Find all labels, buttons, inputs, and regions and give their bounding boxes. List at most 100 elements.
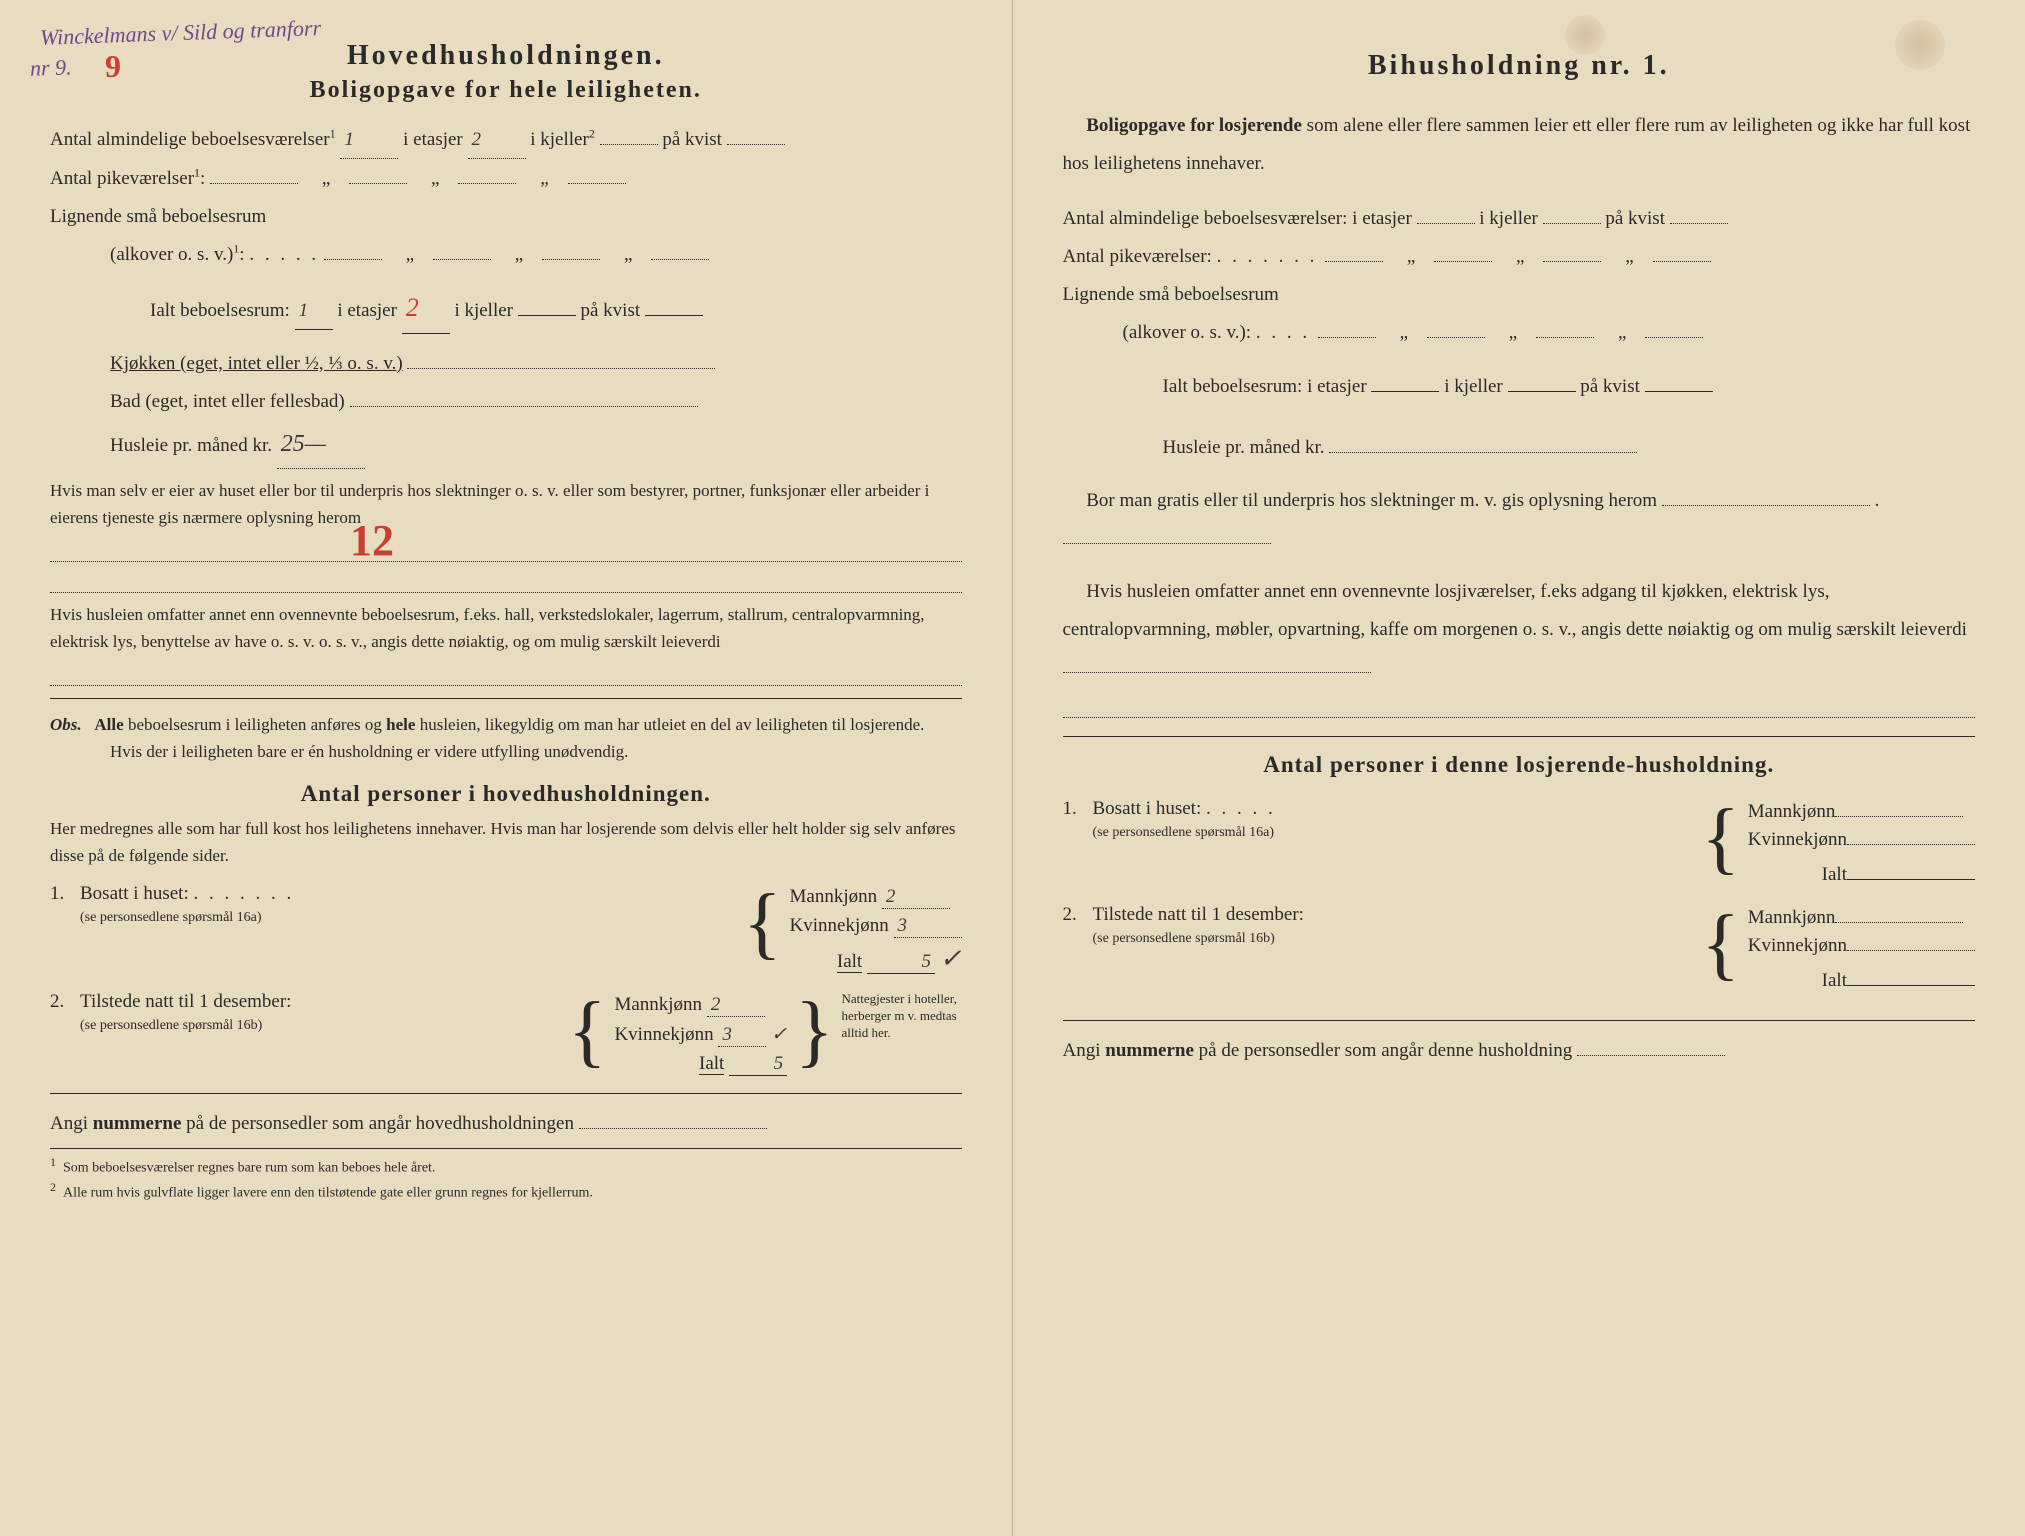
form-line: Lignende små beboelsesrum [1063, 277, 1976, 313]
blank-field [1371, 391, 1439, 392]
question-number: 2. [50, 991, 80, 1013]
red-number: 12 [350, 515, 394, 566]
section-title: Antal personer i denne losjerende-hushol… [1063, 752, 1976, 778]
left-page: Winckelmans v/ Sild og tranforr nr 9. 9 … [0, 0, 1013, 1536]
filled-value: 3 [894, 915, 962, 938]
paragraph: Hvis husleien omfatter annet enn ovennev… [50, 601, 962, 655]
label-text: Kvinnekjønn [1748, 829, 1847, 850]
brace-group: { Mannkjønn Kvinnekjønn Ialt [1693, 904, 1975, 995]
blank-field [1536, 337, 1594, 338]
checkmark: ✓ [771, 1024, 787, 1045]
paragraph: Hvis man selv er eier av huset eller bor… [50, 477, 962, 531]
form-line: Antal pikeværelser: . . . . . . . „ „ „ [1063, 239, 1976, 275]
blank-field [1325, 261, 1383, 262]
blank-field [1653, 261, 1711, 262]
label-text: Lignende små beboelsesrum [50, 206, 266, 227]
blank-field [350, 406, 698, 407]
filled-value: 3 [718, 1024, 766, 1047]
filled-value: 1 [295, 293, 333, 330]
blank-field [1329, 452, 1637, 453]
blank-field [568, 183, 626, 184]
blank-field [407, 368, 715, 369]
form-line: Husleie pr. måned kr. [1163, 430, 1976, 466]
label-text: Ialt beboelsesrum: i etasjer [1163, 376, 1367, 397]
label-text: Husleie pr. måned kr. [110, 435, 272, 456]
text: Hvis der i leiligheten bare er én hushol… [110, 742, 628, 761]
label-text: på kvist [662, 129, 722, 150]
label-text: Kvinnekjønn [614, 1024, 713, 1045]
obs-note: Obs. Alle beboelsesrum i leiligheten anf… [50, 711, 962, 765]
label-text: Lignende små beboelsesrum [1063, 284, 1279, 305]
label-text: Ialt [1822, 864, 1847, 885]
blank-field [1543, 261, 1601, 262]
label-text: på kvist [1605, 208, 1665, 229]
label-text: Tilstede natt til 1 desember: [80, 991, 291, 1012]
main-title: Bihusholdning nr. 1. [1063, 50, 1976, 82]
blank-field [1434, 261, 1492, 262]
label-text: på kvist [1580, 376, 1640, 397]
blank-field [1063, 672, 1371, 673]
filled-value: 5 [867, 951, 935, 974]
sub-note: (se personsedlene spørsmål 16a) [80, 910, 262, 925]
filled-value: 25— [277, 422, 365, 469]
label-text: Ialt [699, 1053, 724, 1075]
blank-field [1847, 844, 1975, 845]
blank-field [518, 315, 576, 316]
bold-text: Boligopgave for losjerende [1086, 115, 1302, 136]
text: Hvis husleien omfatter annet enn ovennev… [1063, 581, 1967, 640]
label-text: Mannkjønn [1748, 907, 1836, 928]
blank-field [1670, 223, 1728, 224]
blank-field [1427, 337, 1485, 338]
form-line: Husleie pr. måned kr. 25— [110, 422, 962, 469]
question-label: Bosatt i huset: . . . . . . . (se person… [80, 883, 735, 927]
brace-content: Mannkjønn Kvinnekjønn Ialt [1748, 798, 1975, 889]
filled-value: 2 [402, 283, 450, 333]
blank-field [433, 259, 491, 260]
right-page: Bihusholdning nr. 1. Boligopgave for los… [1013, 0, 2025, 1536]
paragraph: Bor man gratis eller til underpris hos s… [1063, 482, 1976, 558]
footnote-text: Alle rum hvis gulvflate ligger lavere en… [63, 1185, 593, 1200]
blank-field [324, 259, 382, 260]
form-line: Ialt beboelsesrum: 1 i etasjer 2 i kjell… [150, 283, 962, 333]
label-text: i etasjer [337, 300, 397, 321]
text: husleien, likegyldig om man har utleiet … [415, 715, 924, 734]
blank-field [1847, 879, 1975, 880]
divider [50, 1148, 962, 1149]
form-line: Ialt beboelsesrum: i etasjer i kjeller p… [1163, 369, 1976, 405]
dotted-leader: . . . . . . . [1217, 246, 1326, 267]
side-note: Nattegjester i hoteller, herberger m v. … [842, 991, 962, 1079]
subtitle: Boligopgave for hele leiligheten. [50, 77, 962, 104]
form-line: (alkover o. s. v.): . . . . „ „ „ [1123, 315, 1976, 351]
text: på de personsedler som angår hovedhushol… [181, 1113, 574, 1134]
dotted-leader: . . . . . [1206, 798, 1276, 819]
superscript: 1 [233, 242, 239, 256]
label-text: i etasjer [403, 129, 463, 150]
blank-field [1543, 223, 1601, 224]
blank-line [50, 566, 962, 593]
right-brace: } [795, 991, 833, 1079]
blank-field [1835, 816, 1963, 817]
divider [1063, 736, 1976, 737]
section-intro: Her medregnes alle som har full kost hos… [50, 815, 962, 869]
brace-group: { Mannkjønn Kvinnekjønn Ialt [1693, 798, 1975, 889]
label-text: Kjøkken (eget, intet eller ½, ⅓ o. s. v.… [110, 353, 403, 374]
superscript: 1 [194, 166, 200, 180]
question-1: 1. Bosatt i huset: . . . . . . . (se per… [50, 883, 962, 977]
divider [1063, 1020, 1976, 1021]
dotted-leader: . . . . . [249, 244, 319, 265]
label-text: Ialt beboelsesrum: [150, 300, 290, 321]
label-text: Husleie pr. måned kr. [1163, 437, 1325, 458]
label-text: i kjeller [1444, 376, 1503, 397]
filled-value: 2 [468, 122, 526, 159]
blank-field [645, 315, 703, 316]
form-line: Bad (eget, intet eller fellesbad) [110, 384, 962, 420]
sub-note: (se personsedlene spørsmål 16b) [80, 1018, 262, 1033]
question-number: 1. [1063, 798, 1093, 820]
bold-text: nummerne [93, 1113, 182, 1134]
bold-text: Alle [94, 715, 123, 734]
blank-field [1318, 337, 1376, 338]
brace-group: { Mannkjønn 2 Kvinnekjønn 3 ✓ Ialt 5 } N… [560, 991, 961, 1079]
label-text: på kvist [581, 300, 641, 321]
label-text: Ialt [1822, 970, 1847, 991]
handwritten-annotation: nr 9. [30, 54, 72, 81]
